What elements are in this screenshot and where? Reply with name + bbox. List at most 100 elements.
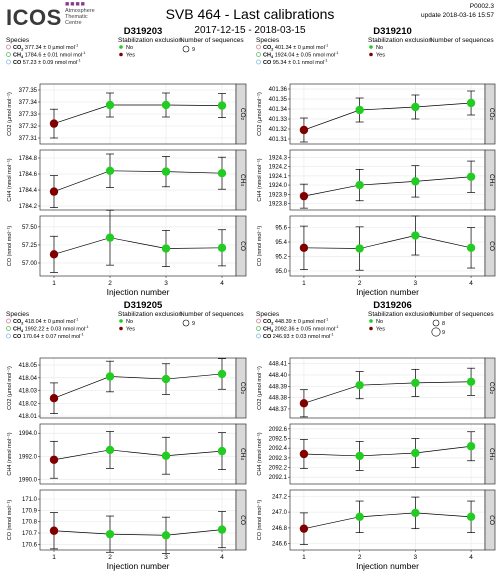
panel-bg bbox=[290, 358, 485, 418]
y-axis-label: CH4 (nmol mol⁻¹) bbox=[257, 432, 263, 475]
series-line bbox=[53, 237, 223, 255]
data-point bbox=[411, 231, 420, 240]
species-legend-title: Species bbox=[256, 37, 280, 44]
series-line bbox=[303, 235, 472, 249]
panel-bg bbox=[40, 150, 236, 210]
facet-strip bbox=[235, 215, 247, 277]
legend-yes-label: Yes bbox=[376, 327, 385, 333]
facet-strip bbox=[484, 357, 496, 419]
panel-CO2: 377.31 377.32 377.33 377.34 377.35 CO2 CO2 (µm… bbox=[7, 83, 247, 145]
legend-yes-dot bbox=[119, 52, 123, 57]
sequences-legend-circle bbox=[431, 327, 441, 337]
y-tick-label: 247.2 bbox=[272, 494, 288, 500]
data-point bbox=[217, 525, 227, 534]
y-tick-label: 2092.4 bbox=[269, 446, 288, 452]
legend-yes-dot bbox=[369, 326, 373, 331]
y-tick-label: 95.0 bbox=[275, 269, 287, 275]
facet-strip bbox=[235, 489, 247, 551]
date-range: 2017-12-15 - 2018-03-15 bbox=[194, 25, 306, 36]
species-legend-icon bbox=[256, 326, 261, 331]
facet-strip bbox=[235, 83, 247, 145]
legend-no-dot bbox=[119, 319, 123, 323]
y-axis-label: CO (nmol mol⁻¹) bbox=[7, 226, 13, 267]
data-point bbox=[466, 512, 476, 522]
stabilization-legend-title: Stabilization exclusion bbox=[368, 311, 432, 318]
panel-bg bbox=[40, 424, 236, 484]
y-tick-label: 170.7 bbox=[22, 531, 38, 537]
y-tick-label: 401.32 bbox=[269, 127, 288, 133]
y-axis-label: CO2 (µmol mol⁻¹) bbox=[7, 366, 13, 410]
series-line bbox=[303, 102, 472, 131]
x-tick-label: 2 bbox=[108, 554, 112, 561]
y-tick-label: 1924.2 bbox=[269, 165, 288, 171]
legend-yes-dot bbox=[119, 326, 123, 331]
y-axis-label: CO2 (µmol mol⁻¹) bbox=[257, 366, 263, 410]
facet-strip-label: CO bbox=[239, 241, 246, 251]
cylinder-title: D319203 bbox=[124, 26, 163, 37]
legend-no-dot bbox=[119, 45, 123, 49]
species-legend-title: Species bbox=[6, 37, 30, 44]
data-point bbox=[411, 448, 420, 458]
data-point bbox=[299, 243, 309, 253]
legend-no-dot bbox=[369, 319, 373, 323]
x-axis-label: Injection number bbox=[107, 287, 170, 297]
panel-CO2: 448.37 448.38 448.39 448.40 448.41 CO2 CO2 (µm… bbox=[257, 357, 496, 419]
species-legend-icon bbox=[6, 44, 11, 50]
species-legend-entry: CH4 1992.22 ± 0.03 nmol mol-1 bbox=[13, 325, 89, 333]
data-point bbox=[161, 167, 171, 176]
y-tick-label: 1924.0 bbox=[269, 183, 288, 189]
y-tick-label: 448.38 bbox=[269, 396, 288, 402]
sequences-legend-label: 9 bbox=[192, 47, 195, 53]
facet-strip-label: CO2 bbox=[239, 382, 246, 395]
y-axis-label: CH4 (nmol mol⁻¹) bbox=[7, 158, 13, 201]
data-point bbox=[105, 166, 115, 175]
facet-strip bbox=[484, 83, 496, 145]
sequences-legend-circle bbox=[182, 45, 190, 53]
data-point bbox=[355, 105, 364, 115]
stabilization-legend-title: Stabilization exclusion bbox=[118, 37, 182, 44]
data-point bbox=[466, 442, 476, 451]
y-tick-label: 448.37 bbox=[269, 407, 288, 413]
data-point bbox=[355, 244, 364, 253]
y-tick-label: 170.8 bbox=[22, 520, 38, 526]
y-tick-label: 95.4 bbox=[275, 240, 287, 246]
legend-yes-label: Yes bbox=[376, 53, 385, 59]
species-legend-entry: CH4 1784.6 ± 0.01 nmol mol-1 bbox=[13, 51, 86, 59]
y-tick-label: 57.00 bbox=[22, 261, 38, 267]
data-point bbox=[411, 508, 420, 518]
data-point bbox=[161, 244, 171, 253]
y-tick-label: 1784.6 bbox=[19, 172, 38, 178]
facet-strip bbox=[484, 423, 496, 485]
y-tick-label: 57.25 bbox=[22, 243, 38, 249]
facet-strip-label: CH4 bbox=[239, 448, 246, 460]
y-tick-label: 1994.0 bbox=[19, 431, 38, 437]
panel-CH4: 1784.2 1784.4 1784.6 1784.8 CH4 CH4 (nmol mol… bbox=[7, 149, 247, 211]
facet-strip-label: CO2 bbox=[488, 108, 495, 121]
series-line bbox=[53, 449, 223, 461]
facet-strip bbox=[484, 215, 496, 277]
species-legend-icon bbox=[6, 318, 11, 324]
x-tick-label: 4 bbox=[469, 554, 473, 561]
panel-bg bbox=[40, 216, 236, 276]
data-point bbox=[49, 394, 59, 403]
data-point bbox=[466, 243, 476, 253]
panel-CO: 95.0 95.2 95.4 95.6 CO CO (nmol mol⁻¹) bbox=[257, 215, 496, 277]
species-legend-icon bbox=[6, 326, 11, 331]
data-point bbox=[299, 449, 309, 459]
data-point bbox=[105, 100, 115, 110]
x-tick-label: 4 bbox=[220, 280, 224, 287]
data-point bbox=[355, 512, 364, 522]
data-point bbox=[217, 369, 227, 379]
update-timestamp: update 2018-03-16 15:57 bbox=[420, 12, 494, 19]
stabilization-legend-title: Stabilization exclusion bbox=[368, 37, 432, 44]
data-point bbox=[466, 377, 476, 386]
y-tick-label: 377.33 bbox=[19, 112, 38, 118]
y-tick-label: 2092.3 bbox=[269, 456, 288, 462]
y-axis-label: CO (nmol mol⁻¹) bbox=[7, 500, 13, 541]
y-tick-label: 170.9 bbox=[22, 508, 38, 514]
x-tick-label: 4 bbox=[469, 280, 473, 287]
y-tick-label: 1990.0 bbox=[19, 477, 38, 483]
y-axis-label: CO2 (µmol mol⁻¹) bbox=[257, 92, 263, 136]
data-point bbox=[105, 445, 115, 455]
panel-bg bbox=[290, 490, 485, 550]
